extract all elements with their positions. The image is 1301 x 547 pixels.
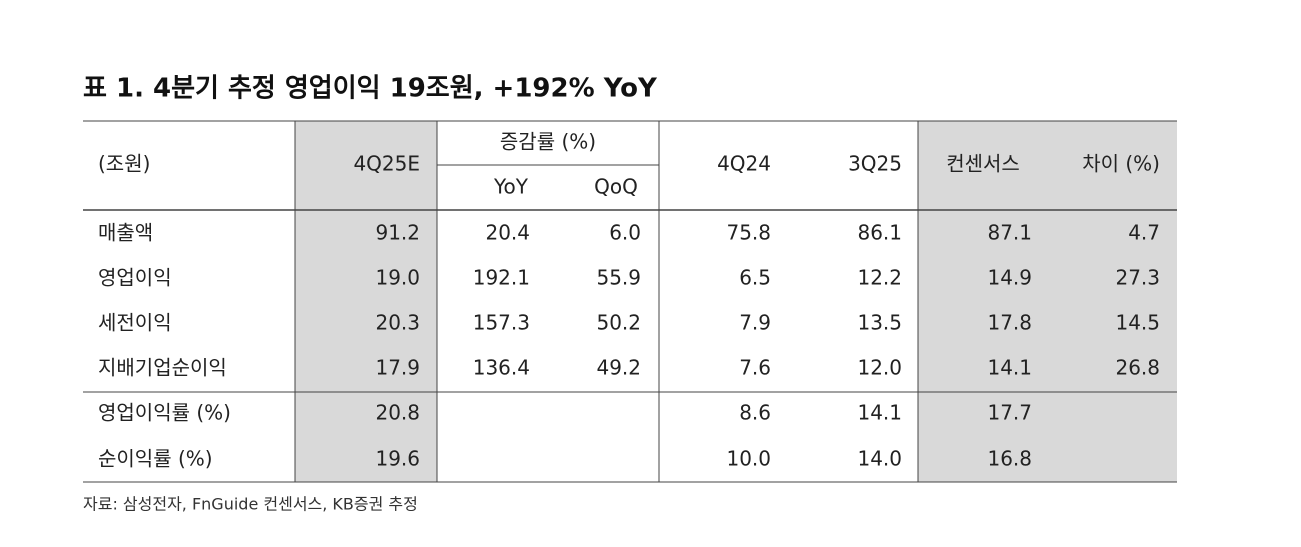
value-cell: 157.3 — [473, 311, 530, 335]
value-cell: 12.2 — [857, 266, 902, 290]
row-label: 세전이익 — [98, 311, 172, 335]
source: 자료: 삼성전자, FnGuide 컨센서스, KB증권 추정 — [83, 495, 418, 514]
value-cell: 19.0 — [375, 266, 420, 290]
value-cell: 55.9 — [596, 266, 641, 290]
value-cell: 8.6 — [739, 401, 771, 425]
value-cell: 17.9 — [375, 356, 420, 380]
value-cell: 87.1 — [987, 221, 1032, 245]
value-cell: 4.7 — [1128, 221, 1160, 245]
header-cell: YoY — [493, 175, 529, 199]
value-cell: 26.8 — [1115, 356, 1160, 380]
value-cell: 14.9 — [987, 266, 1032, 290]
value-cell: 6.5 — [739, 266, 771, 290]
value-cell: 10.0 — [726, 447, 771, 471]
header-cell: QoQ — [594, 175, 638, 199]
value-cell: 7.9 — [739, 311, 771, 335]
value-cell: 16.8 — [987, 447, 1032, 471]
value-cell: 20.8 — [375, 401, 420, 425]
header-cell: 차이 (%) — [1082, 152, 1160, 176]
header-cell: 증감률 (%) — [500, 130, 596, 154]
header-cell: 4Q24 — [717, 152, 771, 176]
shade — [918, 121, 1177, 482]
value-cell: 192.1 — [473, 266, 530, 290]
header-cell: (조원) — [98, 152, 150, 176]
value-cell: 14.5 — [1115, 311, 1160, 335]
row-label: 순이익률 (%) — [98, 447, 213, 471]
value-cell: 7.6 — [739, 356, 771, 380]
value-cell: 6.0 — [609, 221, 641, 245]
value-cell: 91.2 — [375, 221, 420, 245]
value-cell: 17.8 — [987, 311, 1032, 335]
value-cell: 20.4 — [485, 221, 530, 245]
row-label: 영업이익률 (%) — [98, 401, 231, 425]
shade — [295, 121, 437, 482]
value-cell: 49.2 — [596, 356, 641, 380]
value-cell: 75.8 — [726, 221, 771, 245]
header-cell: 3Q25 — [848, 152, 902, 176]
value-cell: 14.0 — [857, 447, 902, 471]
rules — [83, 120, 1177, 483]
value-cell: 13.5 — [857, 311, 902, 335]
value-cell: 12.0 — [857, 356, 902, 380]
value-cell: 14.1 — [987, 356, 1032, 380]
header-cell: 4Q25E — [353, 152, 420, 176]
value-cell: 136.4 — [473, 356, 530, 380]
value-cell: 19.6 — [375, 447, 420, 471]
title: 표 1. 4분기 추정 영업이익 19조원, +192% YoY — [83, 74, 658, 104]
value-cell: 17.7 — [987, 401, 1032, 425]
row-label: 지배기업순이익 — [98, 356, 227, 380]
value-cell: 27.3 — [1115, 266, 1160, 290]
header-cell: 컨센서스 — [946, 152, 1020, 176]
value-cell: 50.2 — [596, 311, 641, 335]
row-label: 영업이익 — [98, 266, 172, 290]
value-cell: 20.3 — [375, 311, 420, 335]
value-cell: 86.1 — [857, 221, 902, 245]
row-label: 매출액 — [98, 221, 153, 245]
value-cell: 14.1 — [857, 401, 902, 425]
